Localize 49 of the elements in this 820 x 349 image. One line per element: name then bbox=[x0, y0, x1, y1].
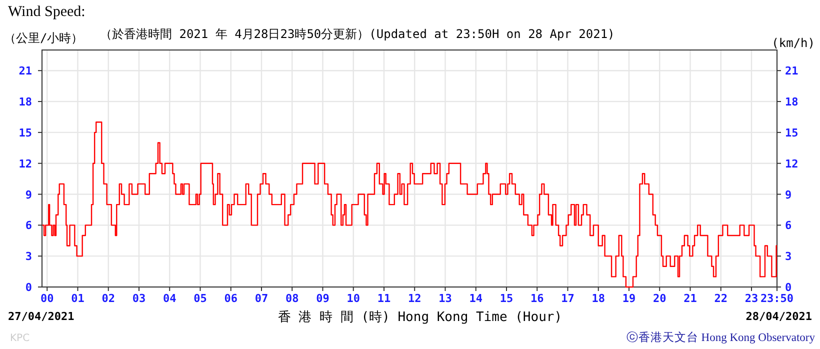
x-tick-label: 22 bbox=[714, 292, 728, 305]
x-tick-label: 02 bbox=[102, 292, 115, 305]
x-tick-label: 13 bbox=[438, 292, 452, 305]
x-tick-label: 17 bbox=[561, 292, 574, 305]
y2-tick-label: 12 bbox=[785, 157, 798, 170]
y2-tick-label: 21 bbox=[785, 64, 799, 78]
x-tick-label: 09 bbox=[316, 292, 330, 305]
x-tick-label: 08 bbox=[285, 292, 299, 305]
y-tick-label: 0 bbox=[25, 281, 32, 294]
text: ⓒ香港天文台 Hong Kong Observatory bbox=[626, 330, 816, 344]
y2-tick-label: 15 bbox=[785, 126, 798, 140]
chart-subtitle: （於香港時間 2021 年 4月28日23時50分更新）(Updated at 23:50H on 28 Apr 2021) bbox=[100, 27, 615, 41]
x-tick-label: 23:50 bbox=[760, 292, 794, 305]
y-tick-label: 12 bbox=[18, 157, 32, 170]
x-tick-label: 14 bbox=[469, 292, 483, 305]
y-tick-label: 21 bbox=[18, 64, 32, 78]
y-tick-label: 9 bbox=[25, 188, 32, 202]
x-tick-label: 10 bbox=[346, 292, 360, 305]
x-tick-label: 04 bbox=[162, 292, 177, 305]
chart-title: Wind Speed: bbox=[8, 4, 86, 20]
y2-tick-label: 9 bbox=[785, 188, 792, 202]
y2-axis-title: (km/h) bbox=[772, 36, 815, 50]
x-tick-label: 19 bbox=[622, 292, 636, 305]
y2-tick-label: 18 bbox=[785, 96, 798, 109]
x-tick-label: 03 bbox=[132, 292, 146, 305]
x-tick-label: 06 bbox=[224, 292, 238, 305]
x-tick-label: 07 bbox=[254, 292, 268, 305]
x-tick-label: 01 bbox=[71, 292, 85, 305]
y-tick-label: 6 bbox=[25, 219, 32, 232]
x-tick-label: 00 bbox=[40, 292, 54, 305]
y-tick-label: 3 bbox=[25, 250, 32, 264]
x-tick-label: 21 bbox=[684, 292, 698, 305]
x-axis-title: 香 港 時 間 (時) Hong Kong Time (Hour) bbox=[278, 310, 562, 325]
y2-tick-label: 0 bbox=[785, 281, 792, 294]
x-tick-label: 20 bbox=[652, 292, 666, 305]
y2-tick-label: 6 bbox=[785, 219, 792, 232]
x-tick-label: 18 bbox=[592, 292, 605, 305]
y-tick-label: 18 bbox=[18, 96, 32, 109]
x-tick-label: 23 bbox=[744, 292, 758, 305]
y-tick-label: 15 bbox=[18, 126, 32, 140]
x-tick-label: 12 bbox=[408, 292, 422, 305]
text: 28/04/2021 bbox=[746, 310, 812, 323]
x-tick-label: 05 bbox=[194, 292, 207, 305]
x-tick-label: 11 bbox=[377, 292, 391, 305]
x-tick-label: 16 bbox=[530, 292, 544, 305]
y-axis-title: （公里/小時） bbox=[4, 31, 84, 45]
y2-tick-label: 3 bbox=[785, 250, 792, 264]
text: 27/04/2021 bbox=[8, 310, 75, 323]
x-tick-label: 15 bbox=[500, 292, 514, 305]
